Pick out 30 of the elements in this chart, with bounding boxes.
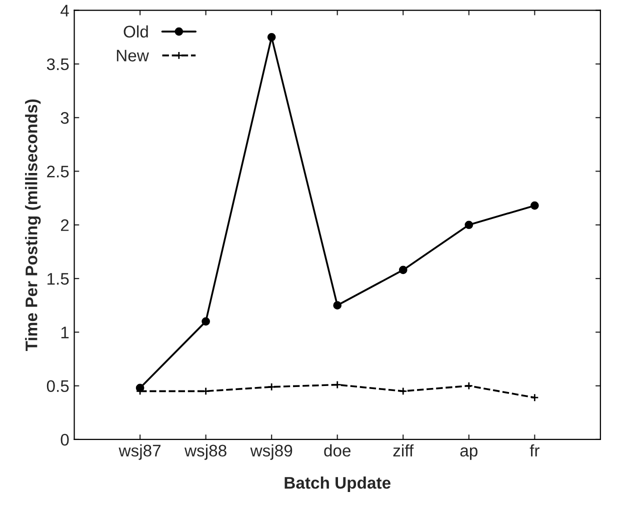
x-tick-label: wsj88 [184, 444, 226, 460]
y-tick-label: 1.5 [48, 273, 69, 285]
point [464, 382, 474, 390]
y-tick-label: 1 [61, 326, 69, 338]
legend-label: New [116, 50, 149, 62]
point [398, 387, 408, 396]
point [267, 382, 276, 392]
y-tick-label: 3.5 [46, 58, 69, 70]
x-tick-label: wsj87 [118, 444, 161, 460]
x-tick-label: ziff [393, 444, 414, 456]
x-axis-title: Batch Update [284, 476, 390, 492]
point [530, 393, 539, 402]
point [530, 201, 539, 210]
point [398, 266, 408, 274]
y-tick-label: 4 [60, 4, 69, 16]
point [333, 301, 342, 310]
point [464, 220, 474, 230]
point [267, 32, 276, 42]
x-tick-label: doe [324, 444, 351, 457]
y-tick-label: 0.5 [46, 380, 69, 392]
y-axis-title: Time Per Posting (milliseconds) [25, 99, 41, 351]
y-tick-label: 3 [60, 112, 69, 124]
x-tick-label: ap [460, 447, 478, 460]
y-tick-label: 2.5 [47, 166, 69, 178]
x-tick-label: wsj89 [250, 444, 292, 460]
y-tick-label: 0 [60, 434, 69, 446]
legend-label: Old [124, 25, 148, 38]
y-tick-label: 2 [60, 219, 69, 231]
x-tick-label: fr [530, 444, 540, 456]
point [202, 317, 210, 326]
